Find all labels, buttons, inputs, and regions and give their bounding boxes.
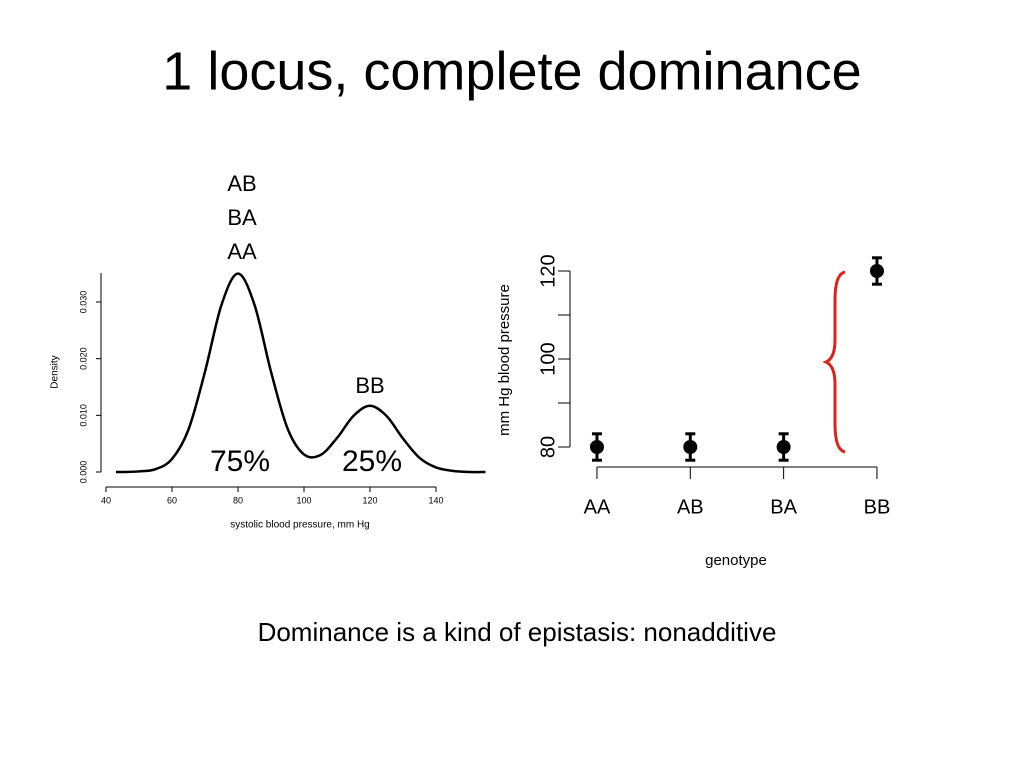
y-axis-label: Density xyxy=(50,355,61,388)
annotation: 75% xyxy=(210,445,270,478)
density-curve xyxy=(115,272,486,474)
x-tick-label: 80 xyxy=(233,495,243,505)
annotation: 25% xyxy=(342,445,402,478)
x-tick-label: 140 xyxy=(428,495,443,505)
x-tick-label: 100 xyxy=(296,495,311,505)
y-tick-label: 0.000 xyxy=(78,461,88,484)
x-tick-label: BA xyxy=(770,496,797,518)
x-axis-label: genotype xyxy=(705,552,767,569)
y-tick-label: 0.010 xyxy=(78,404,88,427)
x-tick-label: AB xyxy=(677,496,704,518)
caption: Dominance is a kind of epistasis: nonadd… xyxy=(258,617,777,647)
y-tick-label: 80 xyxy=(537,436,559,458)
point xyxy=(869,264,884,278)
point xyxy=(589,440,604,454)
x-axis-label: systolic blood pressure, mm Hg xyxy=(230,520,370,531)
y-tick-label: 0.020 xyxy=(78,347,88,370)
annotation: AB xyxy=(227,171,256,196)
x-tick-label: 120 xyxy=(362,495,377,505)
annotation: BB xyxy=(355,373,384,398)
y-tick-label: 100 xyxy=(537,342,559,375)
annotation: AA xyxy=(227,239,257,264)
y-axis-label: mm Hg blood pressure xyxy=(496,284,513,436)
y-tick-label: 120 xyxy=(537,254,559,287)
point xyxy=(776,440,791,454)
point xyxy=(683,440,698,454)
brace xyxy=(822,270,846,454)
slide-title: 1 locus, complete dominance xyxy=(162,41,861,101)
x-tick-label: 60 xyxy=(167,495,177,505)
x-tick-label: BB xyxy=(864,496,891,518)
x-tick-label: AA xyxy=(584,496,611,518)
annotation: BA xyxy=(227,205,257,230)
x-tick-label: 40 xyxy=(101,495,111,505)
y-tick-label: 0.030 xyxy=(78,291,88,314)
